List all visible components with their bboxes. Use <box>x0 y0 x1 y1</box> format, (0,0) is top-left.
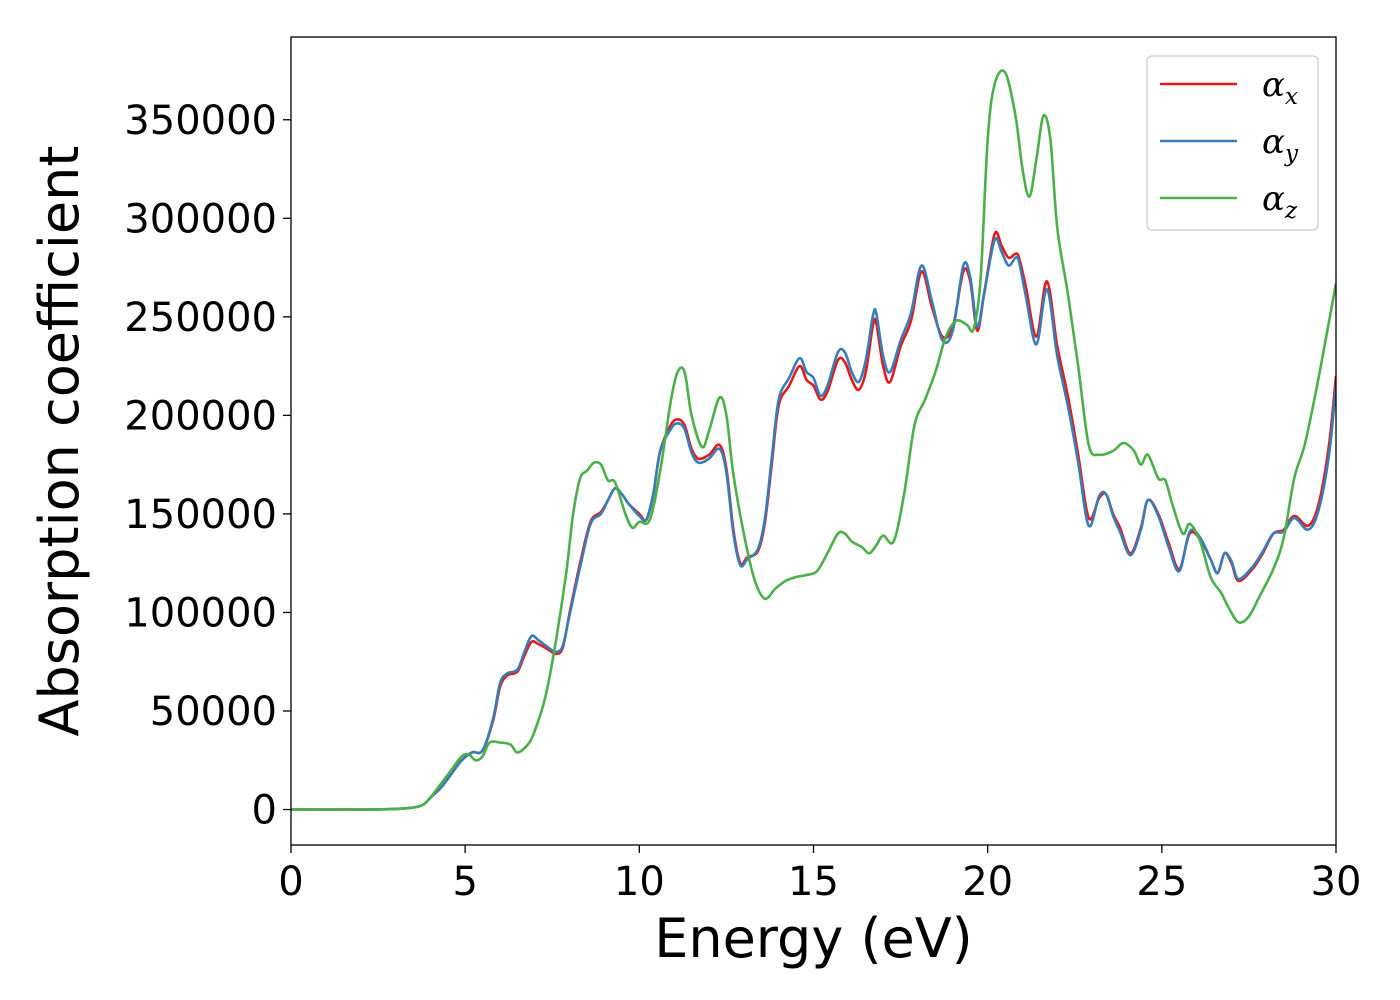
y-tick-label: 100000 <box>124 590 277 636</box>
x-tick-label: 20 <box>962 859 1013 905</box>
y-axis-title: Absorption coefficient <box>28 146 91 737</box>
y-tick-label: 350000 <box>124 98 277 144</box>
series-line-y <box>291 237 1336 811</box>
x-tick-label: 10 <box>614 859 665 905</box>
x-axis-title: Energy (eV) <box>654 907 973 970</box>
x-tick-label: 25 <box>1136 859 1187 905</box>
x-tick-label: 5 <box>452 859 477 905</box>
y-tick-label: 50000 <box>150 689 277 735</box>
series-line-x <box>291 230 1336 811</box>
x-tick-label: 30 <box>1311 859 1362 905</box>
legend-box <box>1146 55 1319 231</box>
y-tick-label: 150000 <box>124 492 277 538</box>
x-axis: 0 5 10 15 20 25 30 <box>278 845 1361 905</box>
y-tick-label: 300000 <box>124 196 277 242</box>
y-axis: 0 50000 100000 150000 200000 250000 300000 3500… <box>124 98 291 834</box>
series-layer <box>291 69 1336 811</box>
series-line-z <box>291 69 1336 811</box>
x-tick-label: 15 <box>788 859 839 905</box>
x-tick-label: 0 <box>278 859 303 905</box>
y-tick-label: 200000 <box>124 393 277 439</box>
y-tick-label: 250000 <box>124 295 277 341</box>
y-tick-label: 0 <box>252 788 277 834</box>
